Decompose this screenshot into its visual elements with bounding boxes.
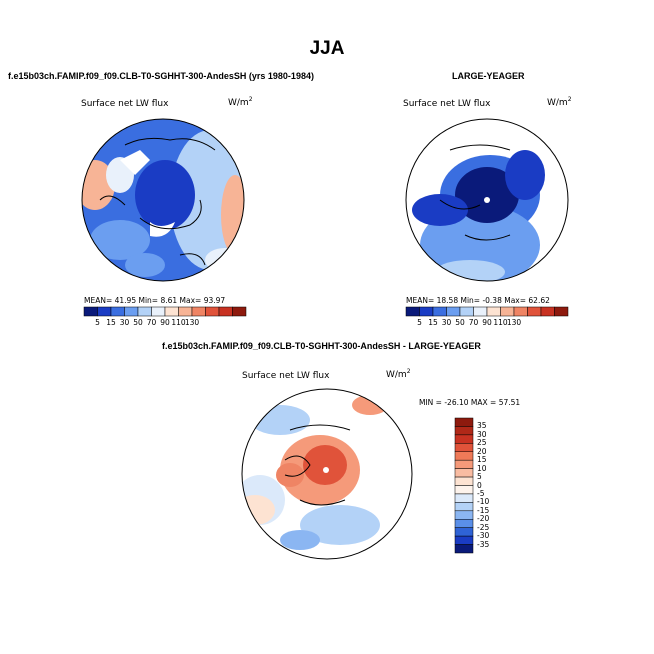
panel-1-units: W/m2 bbox=[228, 96, 253, 108]
colorbar-tick-label: -10 bbox=[477, 497, 490, 507]
colorbar-swatch bbox=[454, 476, 474, 486]
colorbar-swatch bbox=[218, 306, 233, 317]
colorbar-swatch bbox=[454, 443, 474, 452]
panel-2-field-label: Surface net LW flux bbox=[403, 99, 491, 109]
colorbar-tick-label: 70 bbox=[146, 318, 157, 327]
colorbar-tick-label: 15 bbox=[477, 455, 487, 465]
panel-3-units: W/m2 bbox=[386, 368, 411, 380]
panel-3-field-label: Surface net LW flux bbox=[242, 371, 330, 381]
colorbar-tick-label: 20 bbox=[477, 446, 487, 456]
colorbar-swatch bbox=[454, 426, 474, 436]
colorbar-swatch bbox=[205, 306, 220, 317]
colorbar-swatch bbox=[446, 306, 461, 317]
colorbar-swatch bbox=[454, 485, 474, 495]
colorbar-swatch bbox=[454, 510, 474, 520]
colorbar-swatch bbox=[151, 306, 166, 317]
colorbar-tick-label: 25 bbox=[477, 438, 487, 448]
panel-1-field-label: Surface net LW flux bbox=[81, 99, 169, 109]
colorbar-tick-label: 50 bbox=[133, 318, 143, 327]
colorbar-tick-label: 5 bbox=[477, 472, 482, 482]
colorbar-tick-label: 15 bbox=[428, 318, 438, 327]
colorbar-tick-label: -15 bbox=[477, 505, 490, 515]
colorbar-swatch bbox=[232, 306, 247, 317]
colorbar-swatch bbox=[454, 519, 474, 528]
colorbar-swatch bbox=[454, 493, 474, 503]
colorbar-swatch bbox=[178, 306, 193, 317]
colorbar-swatch bbox=[164, 306, 179, 317]
colorbar-tick-label: 5 bbox=[95, 318, 100, 327]
colorbar-swatch bbox=[513, 306, 528, 317]
colorbar-tick-label: 30 bbox=[477, 429, 487, 439]
panel-1-map bbox=[82, 119, 244, 281]
colorbar-swatch bbox=[459, 306, 474, 317]
colorbar-tick-label: 130 bbox=[506, 318, 522, 327]
colorbar-tick-label: 130 bbox=[184, 318, 200, 327]
colorbar-tick-label: -35 bbox=[477, 539, 490, 549]
colorbar-swatch bbox=[500, 306, 515, 317]
colorbar-tick-label: 35 bbox=[477, 421, 487, 431]
colorbar-swatch bbox=[137, 306, 152, 317]
colorbar-swatch bbox=[486, 306, 501, 317]
colorbar-swatch bbox=[527, 306, 542, 317]
panel-2-stats: MEAN= 18.58 Min= -0.38 Max= 62.62 bbox=[406, 296, 550, 305]
colorbar-swatch bbox=[540, 306, 555, 317]
panel-3-colorbar bbox=[454, 417, 474, 554]
colorbar-swatch bbox=[454, 535, 474, 545]
panel-1-header: f.e15b03ch.FAMIP.f09_f09.CLB-T0-SGHHT-30… bbox=[8, 71, 314, 81]
colorbar-tick-label: 30 bbox=[441, 318, 452, 327]
panel-3-map bbox=[242, 389, 412, 559]
colorbar-swatch bbox=[554, 306, 569, 317]
colorbar-tick-label: 50 bbox=[455, 318, 465, 327]
colorbar-swatch bbox=[454, 459, 474, 469]
colorbar-tick-label: -30 bbox=[477, 531, 490, 541]
panel-2-map bbox=[406, 119, 568, 281]
panel-2-units: W/m2 bbox=[547, 96, 572, 108]
panel-2-map-border bbox=[405, 118, 569, 282]
colorbar-swatch bbox=[454, 434, 474, 444]
panel-1-stats: MEAN= 41.95 Min= 8.61 Max= 93.97 bbox=[84, 296, 226, 305]
figure-title: JJA bbox=[309, 38, 345, 59]
panel-3-header: f.e15b03ch.FAMIP.f09_f09.CLB-T0-SGHHT-30… bbox=[162, 341, 481, 351]
colorbar-tick-label: 70 bbox=[468, 318, 479, 327]
panel-1-colorbar bbox=[83, 306, 247, 317]
colorbar-swatch bbox=[454, 544, 474, 554]
colorbar-tick-label: 110 bbox=[171, 318, 186, 327]
panel-3-map-border bbox=[241, 388, 413, 560]
colorbar-swatch bbox=[454, 502, 474, 512]
colorbar-swatch bbox=[432, 306, 447, 317]
colorbar-tick-label: 90 bbox=[160, 318, 170, 327]
colorbar-swatch bbox=[454, 451, 474, 461]
colorbar-swatch bbox=[454, 468, 474, 478]
colorbar-tick-label: 0 bbox=[477, 480, 482, 490]
colorbar-tick-label: 30 bbox=[119, 318, 130, 327]
colorbar-swatch bbox=[473, 306, 488, 317]
colorbar-swatch bbox=[110, 306, 125, 317]
colorbar-swatch bbox=[191, 306, 206, 317]
colorbar-swatch bbox=[124, 306, 139, 317]
colorbar-swatch bbox=[97, 306, 112, 317]
colorbar-swatch bbox=[454, 527, 474, 537]
colorbar-tick-label: -20 bbox=[477, 514, 490, 524]
panel-1-map-border bbox=[81, 118, 245, 282]
colorbar-tick-label: 10 bbox=[477, 463, 487, 473]
panel-2-colorbar bbox=[405, 306, 569, 317]
colorbar-tick-label: 90 bbox=[482, 318, 492, 327]
colorbar-tick-label: 110 bbox=[493, 318, 508, 327]
colorbar-swatch bbox=[454, 417, 474, 427]
colorbar-tick-label: -5 bbox=[477, 488, 485, 498]
colorbar-tick-label: 5 bbox=[417, 318, 422, 327]
colorbar-tick-label: -25 bbox=[477, 522, 490, 532]
panel-2-header: LARGE-YEAGER bbox=[452, 71, 525, 81]
colorbar-swatch bbox=[419, 306, 434, 317]
panel-3-stats: MIN = -26.10 MAX = 57.51 bbox=[419, 398, 521, 407]
colorbar-swatch bbox=[83, 306, 98, 317]
colorbar-swatch bbox=[405, 306, 420, 317]
colorbar-tick-label: 15 bbox=[106, 318, 116, 327]
